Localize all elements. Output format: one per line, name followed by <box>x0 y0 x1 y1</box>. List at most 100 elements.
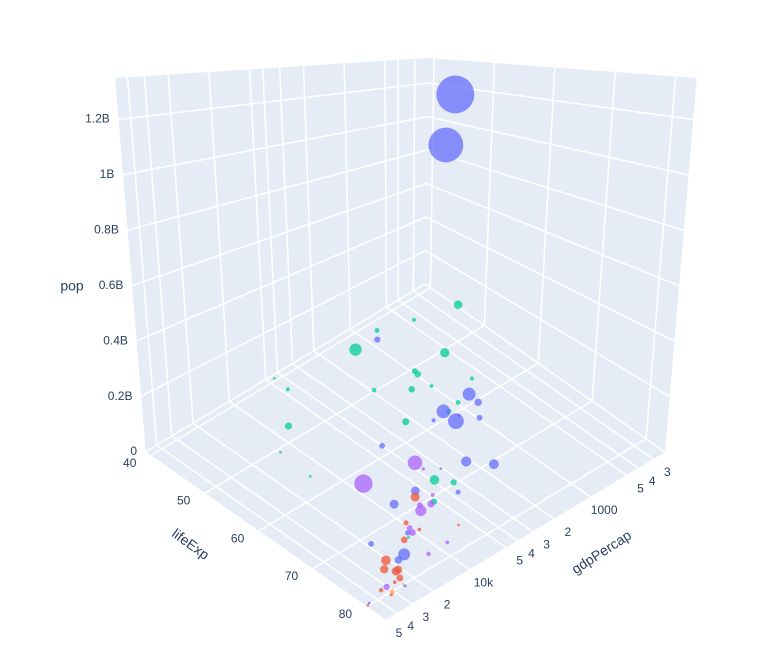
z-grid-line <box>140 249 426 398</box>
z-grid-line <box>126 149 427 232</box>
data-point <box>462 387 476 401</box>
x-axis-title: gdpPercap <box>569 527 635 577</box>
z-tick-label: 0.8B <box>94 223 119 237</box>
data-point <box>431 418 436 423</box>
x-grid-line <box>192 422 434 592</box>
z-grid-line <box>426 182 680 287</box>
x-grid-line <box>343 63 351 329</box>
x-tick-label: 2 <box>444 597 451 611</box>
x-tick-label: 5 <box>516 554 523 568</box>
x-grid-line <box>156 444 398 614</box>
data-point <box>436 404 451 419</box>
data-point <box>389 589 395 595</box>
data-point <box>401 583 405 586</box>
data-point <box>379 442 386 449</box>
x-grid-line <box>262 68 279 373</box>
x-grid-line <box>248 69 267 380</box>
data-point <box>407 455 423 471</box>
data-point <box>426 551 431 557</box>
x-tick-label: 3 <box>422 610 429 624</box>
x-grid-line <box>397 299 639 469</box>
data-point <box>417 527 422 532</box>
x-grid-line <box>126 77 158 446</box>
x-tick-label: 4 <box>407 619 414 633</box>
data-point <box>436 75 475 114</box>
scene: 3451000234510k2345405060708000.2B0.4B0.6… <box>85 58 697 640</box>
y-grid-line <box>537 67 556 364</box>
data-point <box>408 385 416 393</box>
data-point <box>374 327 380 334</box>
data-point <box>447 413 464 430</box>
x-tick-label: 5 <box>637 481 644 495</box>
data-point <box>371 387 377 393</box>
data-point <box>427 500 435 508</box>
data-point <box>488 459 499 470</box>
x-grid-line <box>277 371 518 542</box>
data-point <box>402 418 410 426</box>
z-grid-line <box>117 82 428 121</box>
x-tick-label: 3 <box>664 465 671 479</box>
x-tick-label: 10k <box>474 576 494 590</box>
data-point <box>374 336 381 343</box>
z-grid-line <box>122 115 428 176</box>
z-grid-line <box>425 249 671 398</box>
data-point <box>398 548 411 561</box>
x-grid-line <box>265 378 507 549</box>
x-grid-line <box>302 65 315 351</box>
x-grid-line <box>144 451 386 621</box>
x-grid-line <box>412 58 416 292</box>
x-grid-line <box>412 290 654 460</box>
data-point <box>406 524 413 531</box>
x-grid-line <box>278 67 294 364</box>
z-tick-label: 0.2B <box>108 389 133 403</box>
x-grid-line <box>349 328 591 498</box>
x-grid-line <box>208 71 231 402</box>
data-point <box>379 564 389 574</box>
data-point <box>367 601 371 605</box>
x-tick-label: 1000 <box>591 503 618 517</box>
data-point <box>429 475 440 485</box>
data-point <box>421 467 426 471</box>
data-point <box>378 587 384 593</box>
z-grid-line <box>131 182 427 287</box>
x-tick-label: 3 <box>543 538 550 552</box>
x-grid-line <box>384 60 388 308</box>
data-point <box>366 603 370 607</box>
data-point <box>414 370 422 378</box>
wall-pane <box>425 58 697 452</box>
data-point <box>400 536 408 544</box>
z-grid-line <box>135 216 427 342</box>
z-tick-label: 0.6B <box>99 278 124 292</box>
data-point <box>392 580 397 585</box>
x-tick-label: 2 <box>564 525 571 539</box>
data-point <box>455 400 461 406</box>
z-axis-title: pop <box>60 278 84 294</box>
z-grid-line <box>424 283 666 453</box>
x-grid-line <box>386 306 627 476</box>
y-grid-line <box>203 324 485 495</box>
data-point <box>308 475 312 478</box>
data-point <box>411 317 417 322</box>
data-point <box>408 528 416 537</box>
data-point <box>396 574 404 582</box>
data-point <box>453 300 463 310</box>
z-grid-line <box>427 115 689 176</box>
data-point <box>415 504 427 517</box>
z-grid-line <box>426 149 685 232</box>
data-point <box>410 492 420 502</box>
data-point <box>428 127 464 163</box>
z-tick-label: 1.2B <box>85 112 110 126</box>
y-grid-line <box>311 400 593 570</box>
y-grid-line <box>483 62 496 326</box>
data-point <box>406 535 410 539</box>
data-point <box>445 540 450 545</box>
y-tick-label: 80 <box>339 607 353 621</box>
x-grid-line <box>313 350 555 520</box>
data-point <box>285 387 290 392</box>
x-tick-label: 4 <box>649 474 656 488</box>
data-point <box>284 422 293 430</box>
z-tick-label: 0.4B <box>103 333 128 347</box>
y-tick-label: 50 <box>177 494 191 508</box>
z-tick-label: 0 <box>130 444 137 458</box>
